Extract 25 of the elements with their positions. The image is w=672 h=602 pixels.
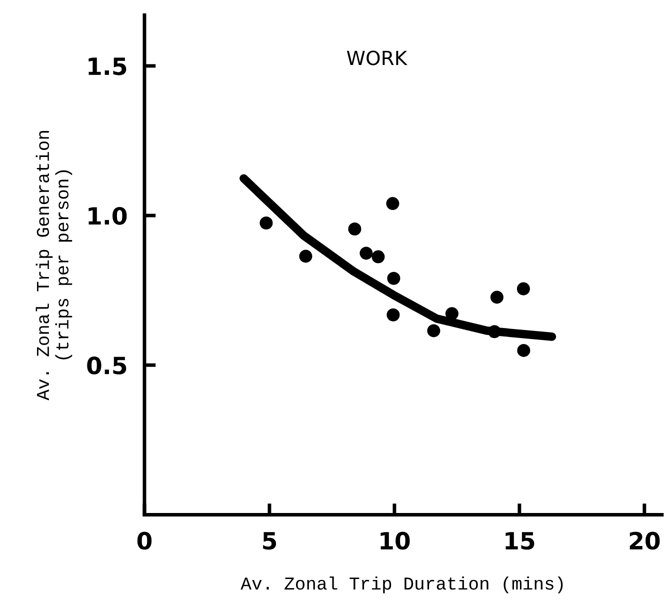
y-tick-label: 0.5 xyxy=(87,356,126,374)
point xyxy=(348,222,362,236)
point xyxy=(360,246,373,260)
y-tick-label: 1.0 xyxy=(88,206,127,225)
x-tick-label: 20 xyxy=(630,532,660,550)
point xyxy=(386,308,400,322)
point xyxy=(517,344,530,357)
y-axis-title: Av. Zonal Trip Generation (trips per person) xyxy=(36,131,72,400)
point xyxy=(387,272,400,285)
x-tick-label: 15 xyxy=(506,532,534,550)
x-axis-title: Av. Zonal Trip Duration (mins) xyxy=(240,576,563,594)
point xyxy=(372,250,385,264)
x-tick-label: 5 xyxy=(263,532,276,550)
point xyxy=(299,250,312,263)
point xyxy=(427,324,440,338)
annotation: WORK xyxy=(346,50,408,66)
x-tick-label: 0 xyxy=(137,532,152,550)
point xyxy=(445,307,458,320)
x-tick-label: 10 xyxy=(380,532,410,550)
y-tick-label: 1.5 xyxy=(88,58,126,76)
point xyxy=(516,282,530,296)
point xyxy=(386,197,400,210)
point xyxy=(260,216,273,230)
point xyxy=(490,290,504,304)
point xyxy=(488,325,501,338)
